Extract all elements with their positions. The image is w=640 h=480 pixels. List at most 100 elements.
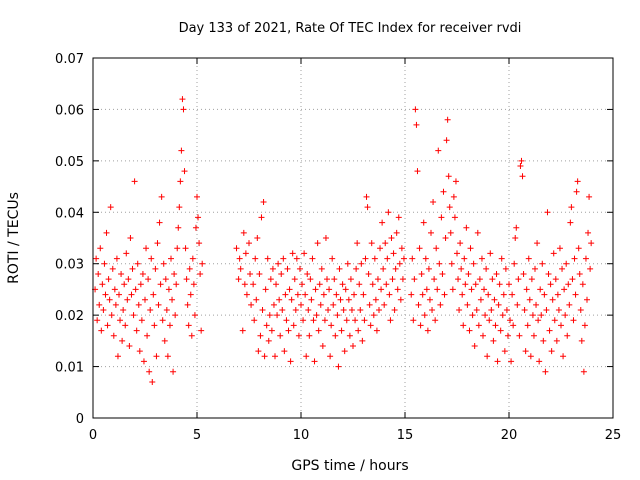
data-point [242,250,249,257]
data-point [400,255,407,262]
data-point [259,307,266,313]
data-point [467,245,474,252]
y-tick-label: 0.07 [55,52,84,67]
data-point [486,317,493,324]
data-point [578,337,585,344]
data-point [457,240,464,247]
data-point [289,250,296,257]
data-point [270,301,277,308]
data-point [506,281,512,288]
data-point [345,296,352,303]
data-point [509,291,516,298]
data-point [350,343,356,349]
x-tick-label: 20 [501,428,518,443]
data-point [563,260,570,267]
data-point [439,271,446,277]
data-point [356,281,363,288]
data-point [361,317,368,324]
x-tick-label: 5 [193,428,201,443]
data-point [463,224,470,231]
y-tick-label: 0 [76,412,84,427]
data-point [129,265,136,272]
data-point [530,332,537,339]
data-point [524,322,531,329]
data-point [546,327,553,334]
data-point [319,343,326,349]
data-point [145,276,152,283]
data-points [92,96,595,385]
data-point [288,296,295,303]
data-point [306,332,313,339]
data-point [490,337,497,344]
data-point [144,332,151,339]
data-point [106,296,113,303]
data-point [282,291,289,298]
y-tick-label: 0.04 [55,206,84,221]
data-point [266,312,273,319]
data-point [299,281,306,288]
data-point [399,276,406,283]
data-point [465,271,472,277]
data-point [108,312,115,319]
data-point [110,332,117,339]
data-point [195,214,202,221]
data-point [374,276,381,283]
data-point [414,168,421,175]
data-point [478,255,485,262]
data-point [298,301,304,308]
data-point [367,322,374,329]
data-point [511,260,518,267]
data-point [468,286,475,293]
data-point [484,353,491,360]
data-point [377,245,384,252]
data-point [279,307,286,313]
data-point [558,322,564,329]
data-point [501,348,508,355]
data-point [183,276,190,283]
data-point [442,235,449,241]
x-axis-label: GPS time / hours [291,458,408,474]
data-point [302,291,309,298]
data-point [461,255,468,262]
data-point [348,307,355,313]
data-point [127,235,134,241]
data-point [177,178,184,185]
data-point [502,265,509,272]
data-point [315,327,322,334]
data-point [363,193,370,200]
data-point [519,173,526,180]
data-point [443,137,450,144]
data-point [333,291,340,298]
data-point [326,286,333,293]
data-point [556,245,563,252]
x-tick-label: 10 [293,428,310,443]
data-point [570,317,577,324]
data-point [448,260,455,267]
data-point [554,291,561,298]
data-point [385,209,392,216]
data-point [391,307,398,313]
data-point [239,327,246,334]
data-point [344,260,351,267]
data-point [286,286,293,293]
data-point [500,291,507,298]
data-point [386,291,393,298]
data-point [446,204,453,211]
data-point [130,312,137,319]
data-point [293,255,300,262]
data-point [169,296,176,303]
data-point [523,286,530,293]
plot-frame [92,57,614,419]
data-point [545,271,552,277]
data-point [447,229,454,236]
data-point [287,358,294,365]
data-point [155,301,162,308]
data-point [539,260,546,267]
data-point [164,353,171,360]
chart-title: Day 133 of 2021, Rate Of TEC Index for r… [179,21,522,36]
data-point [272,353,278,360]
data-point [574,178,581,185]
data-point [526,296,533,303]
data-point [123,250,130,257]
data-point [327,353,334,360]
